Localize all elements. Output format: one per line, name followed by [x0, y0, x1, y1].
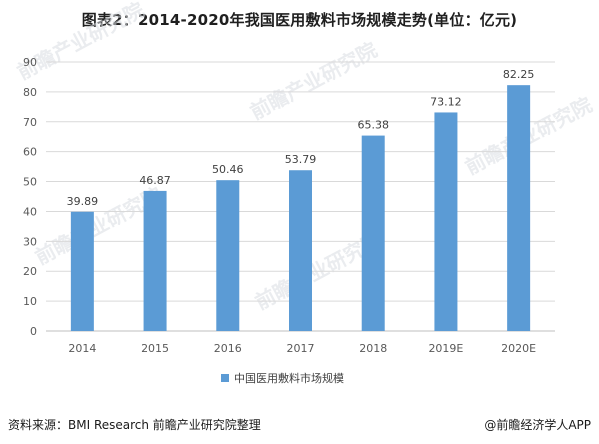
x-tick-label: 2019E	[428, 342, 463, 355]
y-tick-label: 10	[23, 295, 37, 308]
watermark-text: 前瞻产业研究院	[246, 37, 381, 124]
legend-swatch	[221, 374, 229, 382]
y-tick-label: 70	[23, 116, 37, 129]
bar-value-label: 73.12	[430, 95, 462, 108]
bar-2020E	[507, 85, 531, 332]
y-tick-label: 0	[30, 325, 37, 338]
bar-2019E	[434, 112, 458, 331]
y-axis-ticks: 0 10 20 30 40 50 60 70 80 90	[23, 56, 37, 338]
bar-value-label: 39.89	[67, 195, 99, 208]
x-tick-label: 2016	[214, 342, 242, 355]
legend: 中国医用敷料市场规模	[221, 371, 344, 385]
y-tick-label: 50	[23, 176, 37, 189]
x-tick-label: 2014	[68, 342, 96, 355]
bar-2017	[289, 170, 312, 331]
x-tick-label: 2020E	[501, 342, 536, 355]
legend-label: 中国医用敷料市场规模	[234, 371, 344, 385]
watermark-text: 前瞻产业研究院	[13, 0, 148, 84]
source-note: 资料来源：BMI Research 前瞻产业研究院整理	[8, 418, 261, 432]
x-axis-ticks: 2014 2015 2016 2017 2018 2019E 2020E	[68, 342, 536, 355]
bar-2015	[143, 190, 167, 331]
y-tick-label: 80	[23, 86, 37, 99]
bar-value-label: 82.25	[503, 68, 535, 81]
x-tick-label: 2018	[359, 342, 387, 355]
bar-2016	[216, 180, 240, 331]
y-tick-label: 20	[23, 265, 37, 278]
bars	[70, 85, 531, 332]
y-tick-label: 40	[23, 205, 37, 218]
bar-2018	[361, 135, 385, 331]
bar-2014	[70, 211, 94, 331]
chart-title: 图表2：2014-2020年我国医用敷料市场规模走势(单位：亿元)	[81, 11, 518, 29]
x-tick-label: 2017	[287, 342, 315, 355]
bar-value-label: 50.46	[212, 163, 244, 176]
bar-value-label: 53.79	[285, 153, 317, 166]
y-tick-label: 30	[23, 235, 37, 248]
bar-data-labels: 39.89 46.87 50.46 53.79 65.38 73.12 82.25	[67, 68, 535, 208]
y-tick-label: 90	[23, 56, 37, 69]
x-tick-label: 2015	[141, 342, 169, 355]
y-tick-label: 60	[23, 146, 37, 159]
bar-value-label: 46.87	[139, 174, 171, 187]
brand-note: @前瞻经济学人APP	[484, 418, 591, 432]
bar-value-label: 65.38	[357, 119, 389, 132]
